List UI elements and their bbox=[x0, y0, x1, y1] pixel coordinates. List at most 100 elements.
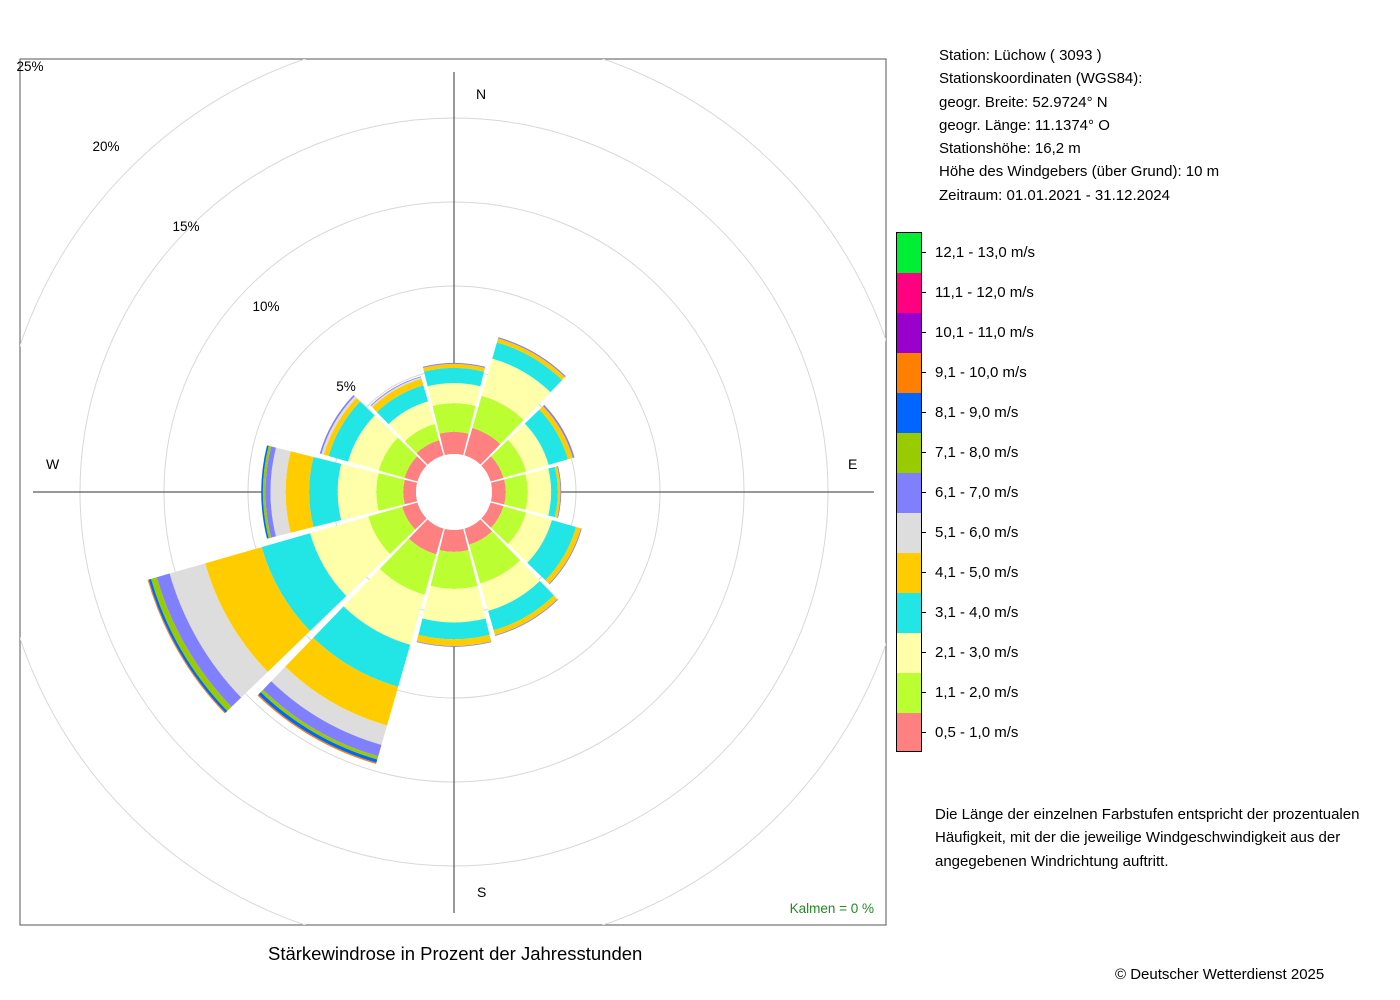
compass-s-label: S bbox=[477, 884, 486, 900]
legend-swatch bbox=[897, 313, 921, 353]
sector-bar-n bbox=[423, 367, 485, 387]
legend-tick bbox=[921, 532, 926, 533]
legend-label: 1,1 - 2,0 m/s bbox=[935, 684, 1019, 701]
legend-label: 5,1 - 6,0 m/s bbox=[935, 524, 1019, 541]
legend-label: 2,1 - 3,0 m/s bbox=[935, 644, 1019, 661]
sector-bar-s bbox=[439, 528, 469, 552]
sector-bar-w bbox=[337, 463, 379, 521]
sector-bar-nne bbox=[464, 428, 501, 465]
legend-tick bbox=[921, 332, 926, 333]
sector-bar-wnw bbox=[404, 456, 427, 482]
sector-bar-ene bbox=[507, 423, 549, 472]
legend-tick bbox=[921, 452, 926, 453]
legend-label: 0,5 - 1,0 m/s bbox=[935, 724, 1019, 741]
sector-bar-wnw bbox=[348, 415, 398, 471]
legend-swatch bbox=[897, 353, 921, 393]
sector-bar-ene bbox=[539, 406, 573, 460]
legend-swatch bbox=[897, 473, 921, 513]
legend-label: 10,1 - 11,0 m/s bbox=[935, 324, 1034, 341]
sector-bar-w bbox=[403, 479, 418, 505]
description-line: Die Länge der einzelnen Farbstufen entsp… bbox=[935, 806, 1360, 823]
sector-bar-w bbox=[309, 456, 342, 528]
wind-rose-chart: 5% 10% 15% 20% 25% N E S W Kalmen = 0 % bbox=[16, 58, 887, 926]
legend-tick bbox=[921, 292, 926, 293]
sector-bar-w bbox=[270, 447, 291, 537]
station-name: Station: Lüchow ( 3093 ) bbox=[939, 47, 1102, 64]
sector-bar-wsw bbox=[368, 506, 416, 554]
sector-bar-nnw bbox=[416, 440, 444, 465]
legend-label: 4,1 - 5,0 m/s bbox=[935, 564, 1019, 581]
sector-bar-ssw bbox=[271, 666, 388, 745]
sector-bar-nne bbox=[492, 342, 563, 393]
sector-bar-wsw bbox=[261, 533, 347, 632]
sector-bar-ene bbox=[491, 439, 527, 478]
sector-bar-nnw bbox=[404, 423, 440, 454]
legend-tick bbox=[921, 652, 926, 653]
ring-label: 5% bbox=[336, 379, 356, 394]
sector-bar-s bbox=[422, 585, 486, 623]
description: Die Länge der einzelnen Farbstufen entsp… bbox=[935, 803, 1400, 873]
compass-n-label: N bbox=[476, 86, 486, 102]
legend-tick bbox=[921, 612, 926, 613]
sector-bar-sse bbox=[469, 531, 521, 584]
sector-bar-ese bbox=[507, 512, 552, 563]
legend-swatch bbox=[897, 513, 921, 553]
sector-bar-sse bbox=[493, 595, 558, 636]
sector-bar-nne bbox=[472, 395, 524, 445]
sector-bar-nnw bbox=[372, 378, 424, 413]
sector-bar-s bbox=[416, 641, 492, 647]
sector-bar-wsw bbox=[156, 573, 242, 707]
legend-swatch bbox=[897, 273, 921, 313]
sector-bar-ssw bbox=[379, 538, 437, 595]
legend-tick bbox=[921, 572, 926, 573]
legend-tick bbox=[921, 732, 926, 733]
sector-bar-ssw bbox=[408, 519, 444, 555]
sector-bar-s bbox=[418, 618, 490, 640]
legend-label: 11,1 - 12,0 m/s bbox=[935, 284, 1034, 301]
sector-bar-w bbox=[261, 445, 269, 539]
sector-bar-w bbox=[262, 445, 272, 539]
legend-swatch bbox=[897, 233, 921, 273]
sector-bar-nnw bbox=[376, 385, 429, 425]
sector-bar-ssw bbox=[313, 606, 411, 687]
sector-bar-wsw bbox=[402, 502, 427, 530]
sector-bar-ssw bbox=[343, 568, 425, 645]
legend-label: 7,1 - 8,0 m/s bbox=[935, 444, 1019, 461]
sector-bar-ese bbox=[491, 506, 527, 545]
sector-bar-e bbox=[557, 466, 562, 518]
sector-bar-e bbox=[554, 466, 561, 518]
sector-bars bbox=[147, 337, 582, 764]
legend-swatch bbox=[897, 553, 921, 593]
chart-title: Stärkewindrose in Prozent der Jahresstun… bbox=[268, 943, 643, 964]
legend-label: 3,1 - 4,0 m/s bbox=[935, 604, 1019, 621]
sector-bar-w bbox=[265, 446, 276, 538]
sector-bar-nnw bbox=[371, 377, 422, 408]
sector-bar-ene bbox=[542, 404, 575, 458]
station-info: Station: Lüchow ( 3093 ) Stationskoordin… bbox=[939, 44, 1219, 207]
legend-label: 12,1 - 13,0 m/s bbox=[935, 244, 1036, 261]
sector-bar-n bbox=[423, 363, 485, 372]
sector-bar-ssw bbox=[263, 681, 382, 757]
station-longitude: geogr. Länge: 11.1374° O bbox=[939, 116, 1110, 134]
sector-bar-n bbox=[432, 403, 476, 434]
sector-bar-e bbox=[548, 466, 558, 518]
sector-bar-wnw bbox=[378, 437, 417, 478]
legend-swatch bbox=[897, 673, 921, 713]
sector-bar-e bbox=[525, 468, 552, 516]
sector-bar-w bbox=[376, 473, 405, 511]
legend-label: 9,1 - 10,0 m/s bbox=[935, 364, 1027, 381]
legend-swatch bbox=[897, 593, 921, 633]
sector-bar-wsw bbox=[151, 577, 232, 711]
ring-label: 10% bbox=[252, 299, 279, 314]
sector-bar-ese bbox=[527, 520, 577, 581]
sector-bar-ssw bbox=[285, 637, 399, 726]
sector-bar-n bbox=[422, 362, 486, 368]
sector-bar-n bbox=[439, 431, 469, 456]
legend-swatch bbox=[897, 713, 921, 751]
copyright: © Deutscher Wetterdienst 2025 bbox=[1115, 966, 1325, 983]
sector-bar-wnw bbox=[328, 401, 375, 462]
legend-tick bbox=[921, 412, 926, 413]
sector-bar-ene bbox=[524, 409, 569, 465]
sector-bar-wsw bbox=[205, 547, 311, 672]
compass-e-label: E bbox=[848, 456, 857, 472]
